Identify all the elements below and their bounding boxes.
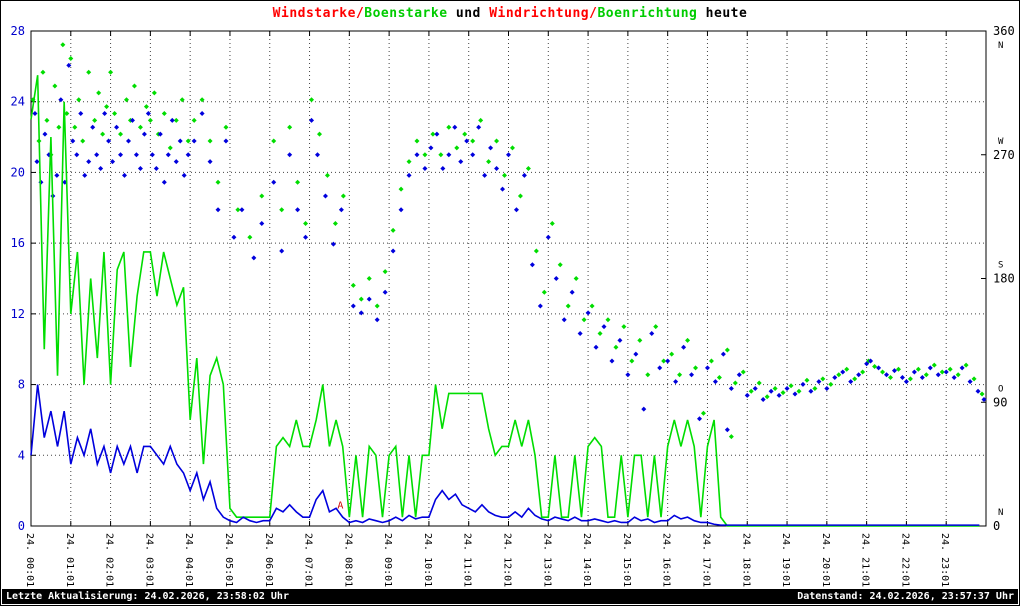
- svg-text:24. 21:01: 24. 21:01: [860, 533, 871, 587]
- wind-speed-line: [30, 384, 980, 526]
- svg-text:24. 22:01: 24. 22:01: [899, 533, 910, 587]
- wind-direction-points: [32, 62, 987, 433]
- svg-text:24. 23:01: 24. 23:01: [939, 533, 950, 587]
- compass-letter: N: [998, 508, 1003, 518]
- svg-text:24. 18:01: 24. 18:01: [740, 533, 751, 587]
- svg-text:24. 07:01: 24. 07:01: [303, 533, 314, 587]
- svg-text:16: 16: [11, 236, 25, 250]
- title-segment: Windstarke/: [272, 6, 365, 21]
- svg-text:90: 90: [993, 395, 1007, 409]
- svg-text:24. 03:01: 24. 03:01: [143, 533, 154, 587]
- svg-text:24. 02:01: 24. 02:01: [104, 533, 115, 587]
- svg-text:24. 20:01: 24. 20:01: [820, 533, 831, 587]
- x-axis-labels: 24. 00:01 24. 01:01 24. 02:01 24. 03:01 24. …: [24, 533, 950, 587]
- title-segment: heute: [697, 6, 748, 21]
- svg-text:24. 05:01: 24. 05:01: [223, 533, 234, 587]
- grid-layer: [31, 31, 986, 526]
- svg-text:24. 15:01: 24. 15:01: [621, 533, 632, 587]
- compass-letter: W: [998, 137, 1004, 147]
- svg-text:24. 13:01: 24. 13:01: [541, 533, 552, 587]
- svg-text:24. 11:01: 24. 11:01: [462, 533, 473, 587]
- svg-text:0: 0: [18, 519, 25, 533]
- compass-letter: N: [998, 41, 1003, 51]
- gust-speed-line: [30, 75, 980, 527]
- svg-text:8: 8: [18, 378, 25, 392]
- annotation-marker: A: [337, 500, 343, 511]
- title-segment: Boenrichtung: [597, 6, 698, 21]
- svg-text:24. 10:01: 24. 10:01: [422, 533, 433, 587]
- svg-text:24. 12:01: 24. 12:01: [502, 533, 513, 587]
- svg-text:24. 19:01: 24. 19:01: [780, 533, 791, 587]
- svg-text:180: 180: [993, 272, 1015, 286]
- left-axis-labels: 0 4 8 12 16 20 24 28: [11, 24, 25, 533]
- svg-text:24. 14:01: 24. 14:01: [581, 533, 592, 587]
- title-segment: Windrichtung/: [489, 6, 598, 21]
- svg-text:24. 09:01: 24. 09:01: [382, 533, 393, 587]
- svg-text:24. 08:01: 24. 08:01: [342, 533, 353, 587]
- title-segment: und: [447, 6, 490, 21]
- svg-text:0: 0: [993, 519, 1000, 533]
- compass-letter: S: [998, 261, 1003, 271]
- svg-text:24. 00:01: 24. 00:01: [24, 533, 35, 587]
- svg-text:24. 16:01: 24. 16:01: [661, 533, 672, 587]
- svg-text:24. 06:01: 24. 06:01: [263, 533, 274, 587]
- svg-text:270: 270: [993, 148, 1015, 162]
- svg-text:28: 28: [11, 24, 25, 38]
- gust-direction-points: [30, 42, 985, 440]
- svg-text:4: 4: [18, 448, 25, 462]
- axis-ticks: [30, 30, 986, 527]
- title-segment: Boenstarke: [364, 6, 448, 21]
- svg-text:24. 17:01: 24. 17:01: [700, 533, 711, 587]
- data-timestamp-text: Datenstand: 24.02.2026, 23:57:37 Uhr: [797, 591, 1014, 602]
- chart-title: Windstarke/Boenstarke und Windrichtung/B…: [1, 6, 1019, 21]
- svg-text:20: 20: [11, 165, 25, 179]
- status-bar: Letzte Aktualisierung: 24.02.2026, 23:58…: [2, 589, 1018, 604]
- svg-text:24. 01:01: 24. 01:01: [64, 533, 75, 587]
- compass-letter: O: [998, 384, 1003, 394]
- svg-text:12: 12: [11, 307, 25, 321]
- svg-text:24: 24: [11, 95, 25, 109]
- svg-text:360: 360: [993, 24, 1015, 38]
- svg-text:24. 04:01: 24. 04:01: [183, 533, 194, 587]
- last-update-text: Letzte Aktualisierung: 24.02.2026, 23:58…: [6, 591, 289, 602]
